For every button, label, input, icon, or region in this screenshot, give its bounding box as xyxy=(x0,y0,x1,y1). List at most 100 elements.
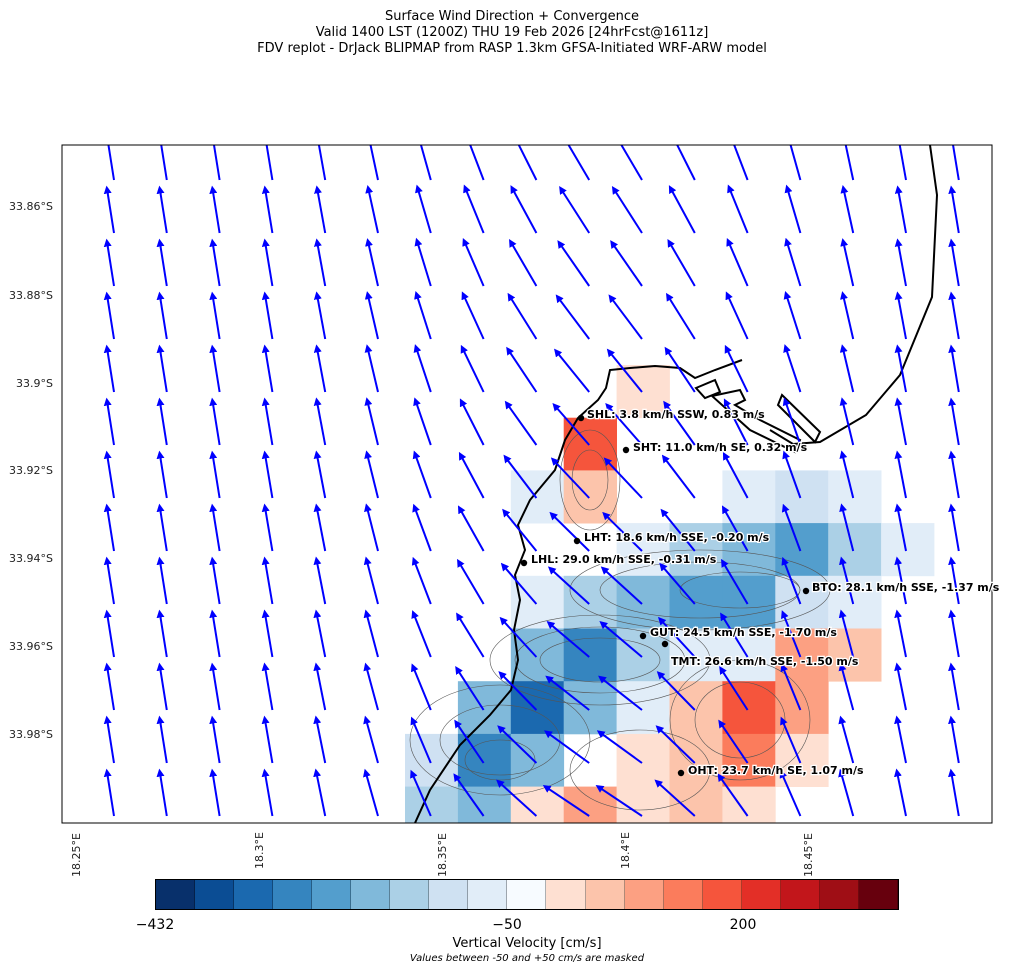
wind-arrow xyxy=(557,240,591,287)
velocity-cell xyxy=(722,470,776,524)
wind-arrow xyxy=(722,451,749,499)
wind-arrow xyxy=(664,346,696,393)
wind-arrow xyxy=(948,397,960,446)
wind-arrow xyxy=(261,344,274,393)
wind-arrow xyxy=(727,184,749,234)
wind-arrow xyxy=(546,620,590,658)
wind-arrow xyxy=(663,400,696,446)
wind-arrow xyxy=(313,238,327,287)
wind-arrow xyxy=(156,450,168,499)
wind-arrow xyxy=(894,344,907,393)
wind-arrow xyxy=(502,508,538,552)
wind-arrow xyxy=(559,185,591,234)
wind-arrow xyxy=(156,662,168,711)
wind-arrow xyxy=(365,185,379,234)
wind-arrow xyxy=(948,768,960,817)
wind-arrow xyxy=(894,715,907,764)
colorbar-segment xyxy=(351,880,391,909)
wind-arrow xyxy=(156,397,168,446)
wind-arrow xyxy=(453,773,485,817)
station-marker[interactable] xyxy=(661,640,669,648)
wind-arrow xyxy=(840,185,855,234)
wind-arrow xyxy=(103,662,115,711)
wind-arrow xyxy=(455,666,485,711)
wind-arrow xyxy=(209,344,221,393)
colorbar-segment xyxy=(195,880,235,909)
velocity-cell xyxy=(828,523,882,577)
wind-arrow xyxy=(415,184,432,234)
wind-arrow xyxy=(209,662,221,711)
wind-arrow xyxy=(160,145,168,181)
wind-arrow xyxy=(783,290,802,340)
wind-arrow xyxy=(261,503,274,552)
wind-arrow xyxy=(602,511,643,552)
wind-arrow xyxy=(668,185,696,234)
wind-arrow xyxy=(503,454,538,499)
wind-arrow xyxy=(599,620,643,658)
wind-arrow xyxy=(209,291,221,340)
wind-arrow xyxy=(458,451,485,499)
colorbar-segment xyxy=(624,880,664,909)
contour-line xyxy=(569,549,831,631)
wind-arrow xyxy=(725,291,749,340)
wind-arrow xyxy=(549,511,590,552)
wind-arrow xyxy=(454,719,485,764)
wind-arrow xyxy=(209,238,221,287)
wind-arrow xyxy=(156,238,168,287)
station-marker[interactable] xyxy=(677,769,685,777)
wind-arrow xyxy=(103,609,115,658)
colorbar-segment xyxy=(663,880,703,909)
colorbar-segment xyxy=(234,880,274,909)
station-label: LHL: 29.0 km/h SSE, -0.31 m/s xyxy=(531,553,717,566)
station-marker[interactable] xyxy=(577,414,585,422)
velocity-cell xyxy=(669,786,723,823)
wind-arrow xyxy=(779,769,802,817)
wind-arrow xyxy=(209,503,221,552)
colorbar-segment xyxy=(702,880,742,909)
velocity-cell xyxy=(563,628,617,682)
y-tick: 33.94°S xyxy=(9,552,53,565)
velocity-cell xyxy=(669,681,723,735)
colorbar-segment xyxy=(780,880,820,909)
wind-arrow xyxy=(212,145,221,181)
wind-arrow xyxy=(552,403,590,446)
colorbar-segment xyxy=(585,880,625,909)
station-marker[interactable] xyxy=(622,446,630,454)
wind-arrow xyxy=(948,450,960,499)
wind-arrow xyxy=(457,505,485,552)
wind-arrow xyxy=(261,397,274,446)
velocity-cell xyxy=(722,786,776,823)
station-marker[interactable] xyxy=(639,632,647,640)
velocity-cell xyxy=(405,786,459,823)
station-marker[interactable] xyxy=(520,559,528,567)
wind-arrow xyxy=(596,730,643,764)
wind-arrow xyxy=(718,719,749,764)
wind-arrow xyxy=(496,779,538,817)
wind-arrow xyxy=(261,609,274,658)
wind-arrow xyxy=(654,779,696,817)
wind-arrow xyxy=(103,397,115,446)
station-marker[interactable] xyxy=(802,587,810,595)
contour-line xyxy=(569,729,711,811)
wind-arrow xyxy=(261,715,274,764)
wind-arrow xyxy=(209,768,221,817)
y-tick: 33.92°S xyxy=(9,464,53,477)
x-tick: 18.35°E xyxy=(436,833,449,877)
velocity-cell xyxy=(616,733,670,787)
wind-arrow xyxy=(598,675,643,711)
wind-arrow xyxy=(313,450,327,499)
wind-arrow xyxy=(948,291,960,340)
station-marker[interactable] xyxy=(573,537,581,545)
wind-arrow xyxy=(894,450,907,499)
wind-arrow xyxy=(894,609,907,658)
wind-arrow xyxy=(156,291,168,340)
colorbar-tick: 200 xyxy=(729,917,757,933)
wind-arrow xyxy=(261,556,274,605)
x-tick: 18.4°E xyxy=(619,832,632,869)
wind-arrow xyxy=(156,344,168,393)
wind-arrow xyxy=(894,397,907,446)
wind-arrow xyxy=(898,145,907,181)
wind-arrow xyxy=(261,185,274,234)
wind-arrow xyxy=(103,556,115,605)
